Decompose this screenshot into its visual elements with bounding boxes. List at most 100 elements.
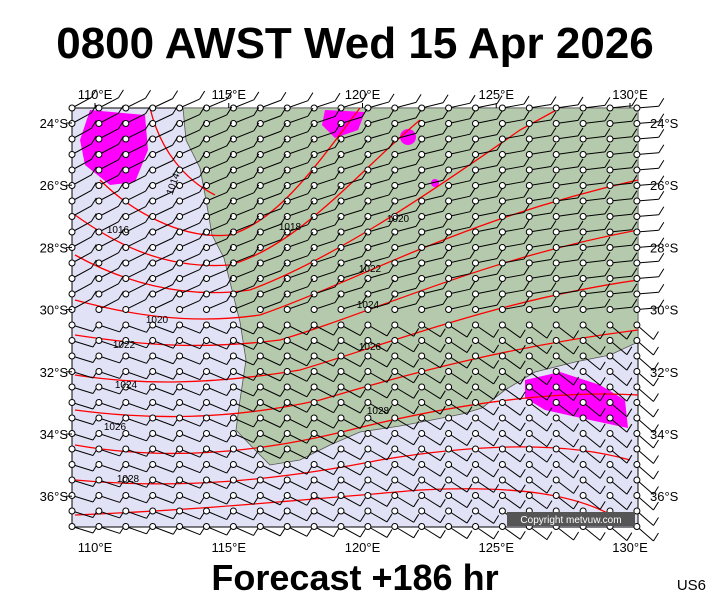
barb — [152, 98, 173, 109]
barb — [206, 176, 227, 186]
station — [606, 492, 614, 499]
barb — [394, 132, 417, 140]
station — [122, 104, 130, 112]
barb — [260, 177, 282, 186]
barb — [367, 402, 388, 414]
station — [95, 445, 103, 453]
station — [283, 182, 291, 189]
station — [229, 414, 237, 422]
barb — [206, 207, 227, 217]
barb — [90, 135, 97, 145]
station — [283, 507, 291, 515]
barb — [233, 269, 255, 279]
barb — [493, 484, 500, 493]
barb — [313, 526, 334, 538]
barb — [334, 201, 341, 210]
barb — [71, 402, 94, 410]
barb — [502, 181, 525, 186]
barb — [421, 133, 444, 140]
barb — [98, 190, 119, 202]
barb — [599, 408, 606, 417]
barb — [519, 422, 526, 432]
station — [633, 213, 641, 220]
barb — [550, 173, 557, 183]
barb — [609, 448, 628, 464]
barb — [367, 324, 388, 337]
barb — [286, 371, 308, 382]
barb — [253, 511, 259, 521]
station — [256, 166, 264, 174]
station — [633, 135, 641, 143]
barb — [442, 125, 449, 135]
barb — [253, 372, 259, 381]
barb — [502, 340, 521, 354]
copyright-box — [507, 512, 635, 526]
barb — [287, 270, 309, 279]
barb — [90, 290, 97, 300]
barb — [367, 495, 388, 507]
station — [472, 430, 479, 437]
barb — [415, 125, 422, 134]
barb — [546, 329, 553, 339]
barb — [658, 221, 665, 231]
station — [418, 399, 426, 406]
barb — [179, 340, 201, 350]
barb — [653, 377, 659, 387]
station — [176, 492, 184, 499]
barb — [307, 169, 314, 179]
station — [498, 166, 506, 174]
station — [552, 197, 560, 205]
station — [95, 507, 103, 515]
barb — [286, 386, 308, 398]
barb — [502, 119, 525, 124]
station — [95, 523, 103, 530]
station — [606, 399, 614, 406]
barb — [475, 464, 494, 478]
isobar-label: 1026 — [104, 422, 127, 433]
station — [445, 306, 453, 313]
station — [606, 228, 614, 236]
station — [525, 197, 533, 205]
lon-label: 110°E — [78, 87, 113, 102]
station — [310, 337, 318, 344]
barb — [394, 417, 414, 430]
barb — [496, 141, 503, 151]
barb — [280, 107, 287, 117]
barb — [179, 176, 200, 186]
station — [68, 399, 76, 406]
barb — [413, 514, 420, 523]
station — [95, 244, 103, 251]
barb — [179, 222, 200, 233]
station — [95, 430, 103, 437]
barb — [152, 340, 174, 349]
station — [472, 321, 479, 329]
station — [418, 104, 426, 112]
barb — [340, 495, 361, 507]
barb — [333, 512, 340, 522]
station — [203, 306, 210, 313]
barb — [550, 111, 557, 121]
barb — [469, 94, 476, 104]
barb — [359, 466, 366, 476]
station — [149, 461, 157, 468]
barb — [493, 391, 500, 400]
barb — [529, 417, 548, 432]
station — [552, 383, 560, 391]
barb — [206, 114, 227, 124]
station — [256, 352, 264, 360]
barb — [421, 210, 444, 217]
barb — [556, 197, 579, 202]
barb — [361, 170, 368, 180]
barb — [573, 361, 580, 370]
station — [68, 445, 76, 453]
barb — [340, 355, 361, 367]
station — [606, 244, 614, 251]
barb — [206, 355, 227, 366]
barb — [523, 204, 530, 213]
station — [229, 135, 237, 143]
barb — [475, 211, 498, 217]
barb — [394, 303, 417, 310]
barb — [609, 417, 628, 433]
barb — [125, 159, 146, 171]
barb — [394, 256, 417, 264]
